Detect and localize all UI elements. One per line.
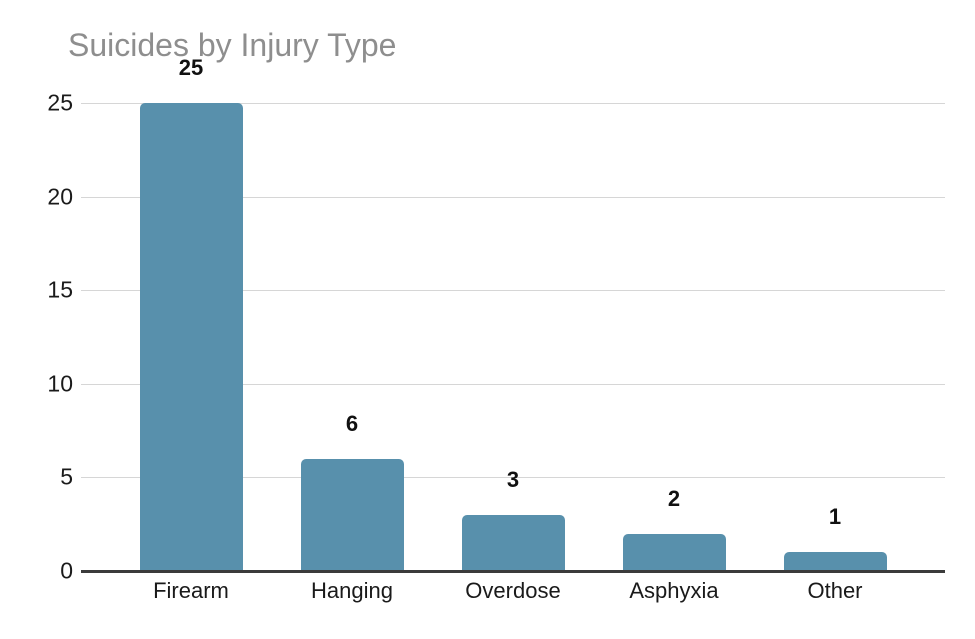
y-axis-tick-label: 10 (47, 370, 73, 397)
x-category-label: Other (807, 578, 863, 603)
x-axis-line (81, 569, 945, 573)
chart-title: Suicides by Injury Type (68, 27, 397, 63)
gridline (81, 196, 945, 198)
bar-firearm (139, 103, 243, 571)
bar-other (783, 552, 887, 571)
y-axis-tick-label: 5 (60, 463, 73, 490)
bar-value-label: 2 (667, 485, 681, 511)
bar-value-label: 1 (828, 504, 842, 530)
x-category-label: Asphyxia (629, 578, 719, 603)
y-axis-tick-label: 0 (60, 557, 73, 584)
gridline (81, 290, 945, 292)
bar-value-label: 6 (345, 410, 359, 436)
y-axis-tick-label: 15 (47, 276, 73, 303)
bar-asphyxia (622, 533, 726, 571)
bar-value-label: 3 (506, 466, 520, 492)
gridline (81, 103, 945, 104)
y-axis-tick-label: 20 (47, 183, 73, 210)
bar-hanging (300, 458, 404, 571)
gridline (81, 477, 945, 479)
x-category-label: Firearm (153, 578, 229, 603)
bar-value-label: 25 (178, 55, 204, 80)
x-category-label: Overdose (465, 578, 561, 603)
y-axis-tick-label: 25 (47, 89, 73, 116)
bar-overdose (461, 514, 565, 571)
gridline (81, 383, 945, 385)
x-category-label: Hanging (311, 578, 393, 603)
